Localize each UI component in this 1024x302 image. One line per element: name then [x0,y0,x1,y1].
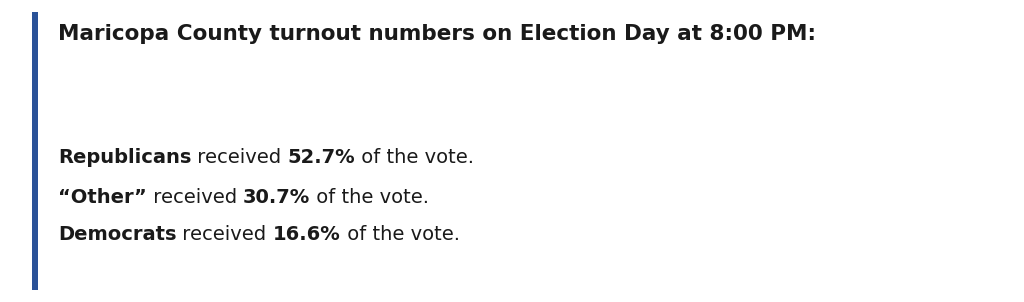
Text: Democrats: Democrats [58,225,176,244]
Text: Maricopa County turnout numbers on Election Day at 8:00 PM:: Maricopa County turnout numbers on Elect… [58,24,816,44]
Text: Republicans: Republicans [58,148,191,167]
Text: of the vote.: of the vote. [341,225,460,244]
Text: 16.6%: 16.6% [272,225,341,244]
Text: received: received [191,148,288,167]
Text: 30.7%: 30.7% [243,188,310,207]
Text: “Other”: “Other” [58,188,146,207]
Text: 52.7%: 52.7% [288,148,355,167]
Text: received: received [176,225,272,244]
Text: of the vote.: of the vote. [310,188,429,207]
Text: received: received [146,188,243,207]
Bar [32,12,38,290]
Text: of the vote.: of the vote. [355,148,474,167]
